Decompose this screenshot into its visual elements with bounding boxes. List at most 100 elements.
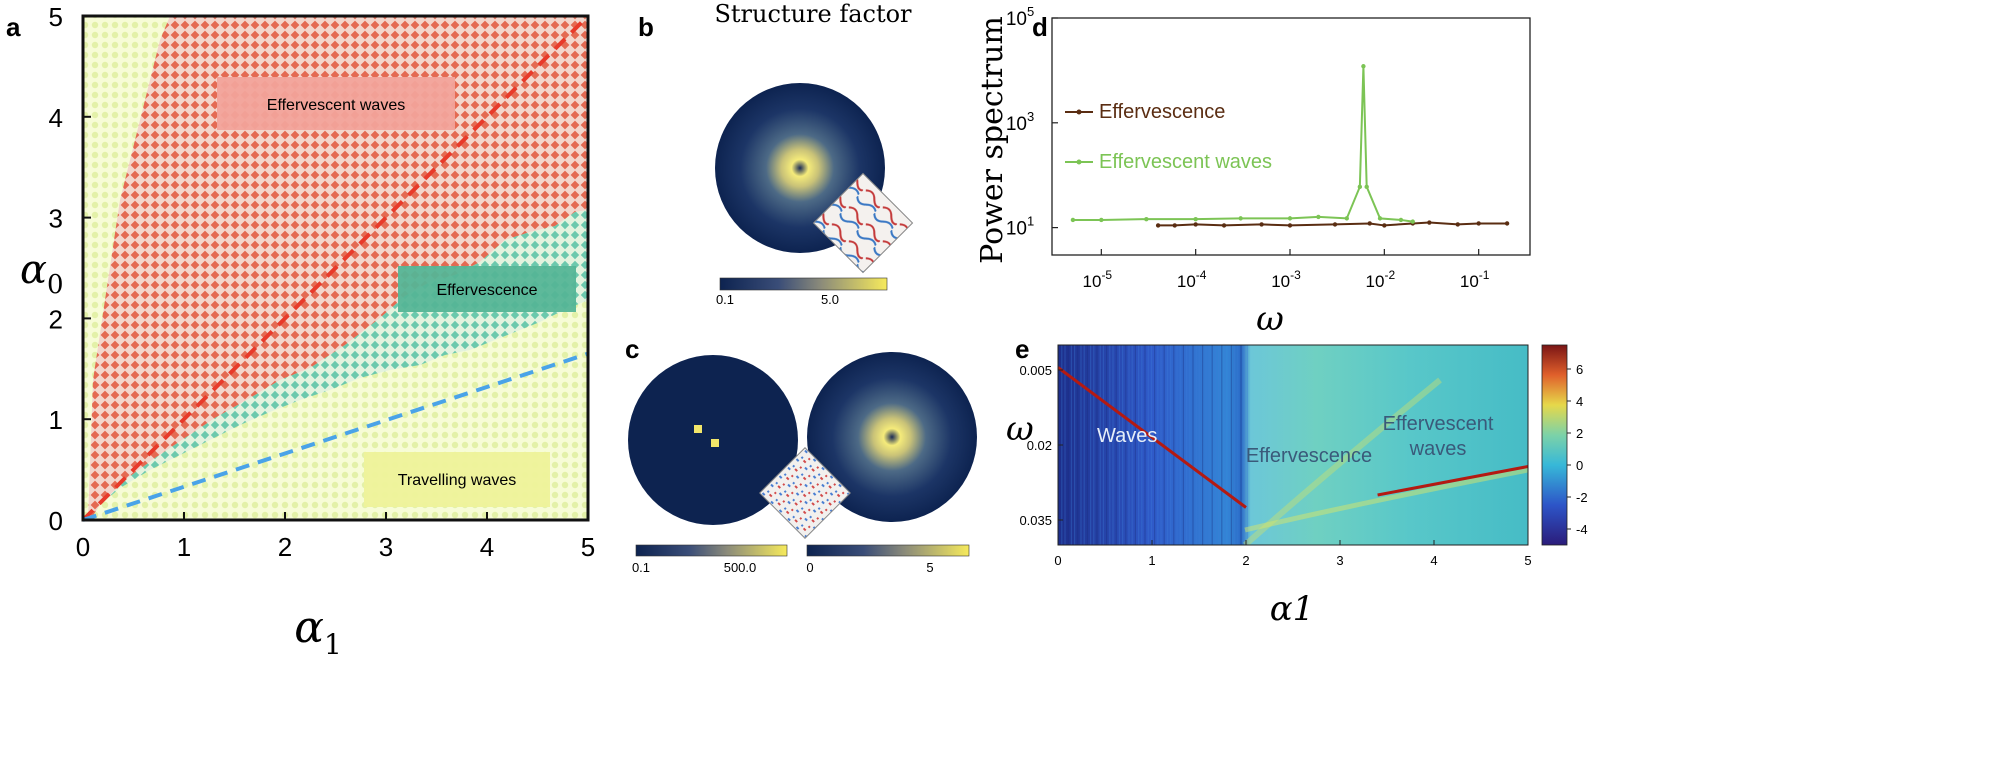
x-tick-label: 4 [480,532,494,562]
x-axis-label: α1 [294,602,342,661]
bragg-peak [711,439,719,447]
y-tick-label: 2 [49,304,63,334]
colorbar-c-left-max: 500.0 [724,560,757,575]
data-point [1155,223,1161,228]
label-waves-2: waves [1409,438,1467,460]
label-travelling-waves: Travelling waves [398,472,517,489]
data-point [1504,221,1510,226]
panel-label-a: a [6,12,21,42]
data-point [1427,220,1432,225]
label-effervescent: Effervescent [1383,413,1494,435]
colorbar-tick-label: 0 [1576,458,1583,473]
data-point [1367,221,1372,226]
y-tick-label: 0.005 [1019,363,1052,378]
axes-frame [1051,17,1531,256]
data-point [1455,222,1460,227]
x-tick-label: 10-2 [1366,268,1396,291]
colorbar-tick-label: -2 [1576,490,1588,505]
x-axis-label: α1 [1270,589,1315,629]
data-point [1221,223,1227,228]
data-point [1332,222,1338,227]
y-axis-label: α0 [20,247,64,300]
phase-diagram: Effervescent waves Effervescence Travell… [20,2,595,661]
y-tick-label: 5 [49,2,63,32]
bragg-peak [694,425,702,433]
y-tick-label: 4 [49,103,63,133]
colorbar-tick-label: 6 [1576,362,1583,377]
x-tick-label: 10-5 [1083,268,1113,291]
red-line-waves-branch [1058,366,1247,509]
colorbar-b-min: 0.1 [716,292,734,307]
red-line-effervescent-waves-branch [1377,465,1528,497]
data-point [1364,184,1369,190]
data-point [1361,64,1366,69]
x-tick-label: 3 [379,532,393,562]
y-tick-label: 3 [49,204,63,234]
label-waves: Waves [1097,425,1157,447]
y-axis-label: ω [1006,409,1034,449]
panel-label-b: b [638,12,654,42]
panel-label-d: d [1032,12,1048,42]
label-effervescent-waves: Effervescent waves [267,97,405,114]
data-point [1476,221,1481,226]
data-point [1344,216,1349,221]
data-point [1193,222,1198,227]
data-point [1410,219,1415,224]
data-point [1287,216,1293,221]
series-line-effervescence [1158,221,1508,227]
structure-factor-disc-right [807,352,977,522]
colorbar-c-right-min: 0 [806,560,813,575]
y-tick-label: 0 [49,506,63,536]
axes-frame [81,14,590,522]
data-point [1172,223,1177,228]
panel-label-e: e [1015,334,1029,364]
heatmap-field [1058,345,1528,545]
data-point [1398,217,1404,223]
data-point [1316,214,1321,220]
field-snapshot [759,447,851,539]
colorbar-tick-label: 2 [1576,426,1583,441]
field-snapshot [812,172,914,274]
colorbar-e [1541,344,1568,546]
x-tick-label: 0 [1054,553,1061,568]
legend-label-effervescent-waves: Effervescent waves [1099,151,1272,173]
colorbar-tick-label: 4 [1576,394,1583,409]
data-point [1099,217,1104,223]
data-point [1377,216,1383,221]
colorbar-b [719,277,888,291]
structure-factor-title: Structure factor [714,0,912,28]
y-axis-label: Power spectrum [975,16,1010,264]
x-tick-label: 1 [177,532,191,562]
x-tick-label: 0 [76,532,90,562]
colorbar-c-left-min: 0.1 [632,560,650,575]
y-tick-label: 105 [1006,4,1034,30]
x-tick-label: 10-3 [1271,268,1301,291]
panel-label-c: c [625,334,639,364]
line-red-dashed [81,14,590,522]
x-tick-label: 5 [581,532,595,562]
colorbar-b-max: 5.0 [821,292,839,307]
colorbar-tick-label: -4 [1576,522,1588,537]
y-tick-label: 0.035 [1019,513,1052,528]
colorbar-c-left [635,544,788,557]
x-tick-label: 2 [278,532,292,562]
x-tick-label: 5 [1524,553,1531,568]
heatmap-chart: 0 1 2 3 4 5 0.005 0.02 0.035 Waves Effervescence… [1006,344,1588,629]
label-effervescence: Effervescence [1246,445,1372,467]
x-tick-label: 4 [1430,553,1437,568]
x-tick-label: 2 [1242,553,1249,568]
line-blue-dashed [82,351,589,522]
data-point [1287,223,1293,228]
x-tick-label: 3 [1336,553,1343,568]
data-point [1259,222,1264,227]
x-tick-label: 10-1 [1460,268,1490,291]
x-tick-label: 10-4 [1177,268,1207,291]
y-tick-label: 1 [49,405,63,435]
data-point [1193,216,1198,222]
x-tick-label: 1 [1148,553,1155,568]
label-effervescence: Effervescence [436,282,537,299]
legend-label-effervescence: Effervescence [1099,101,1225,123]
data-point [1238,216,1243,221]
colorbar-c-right [806,544,970,557]
